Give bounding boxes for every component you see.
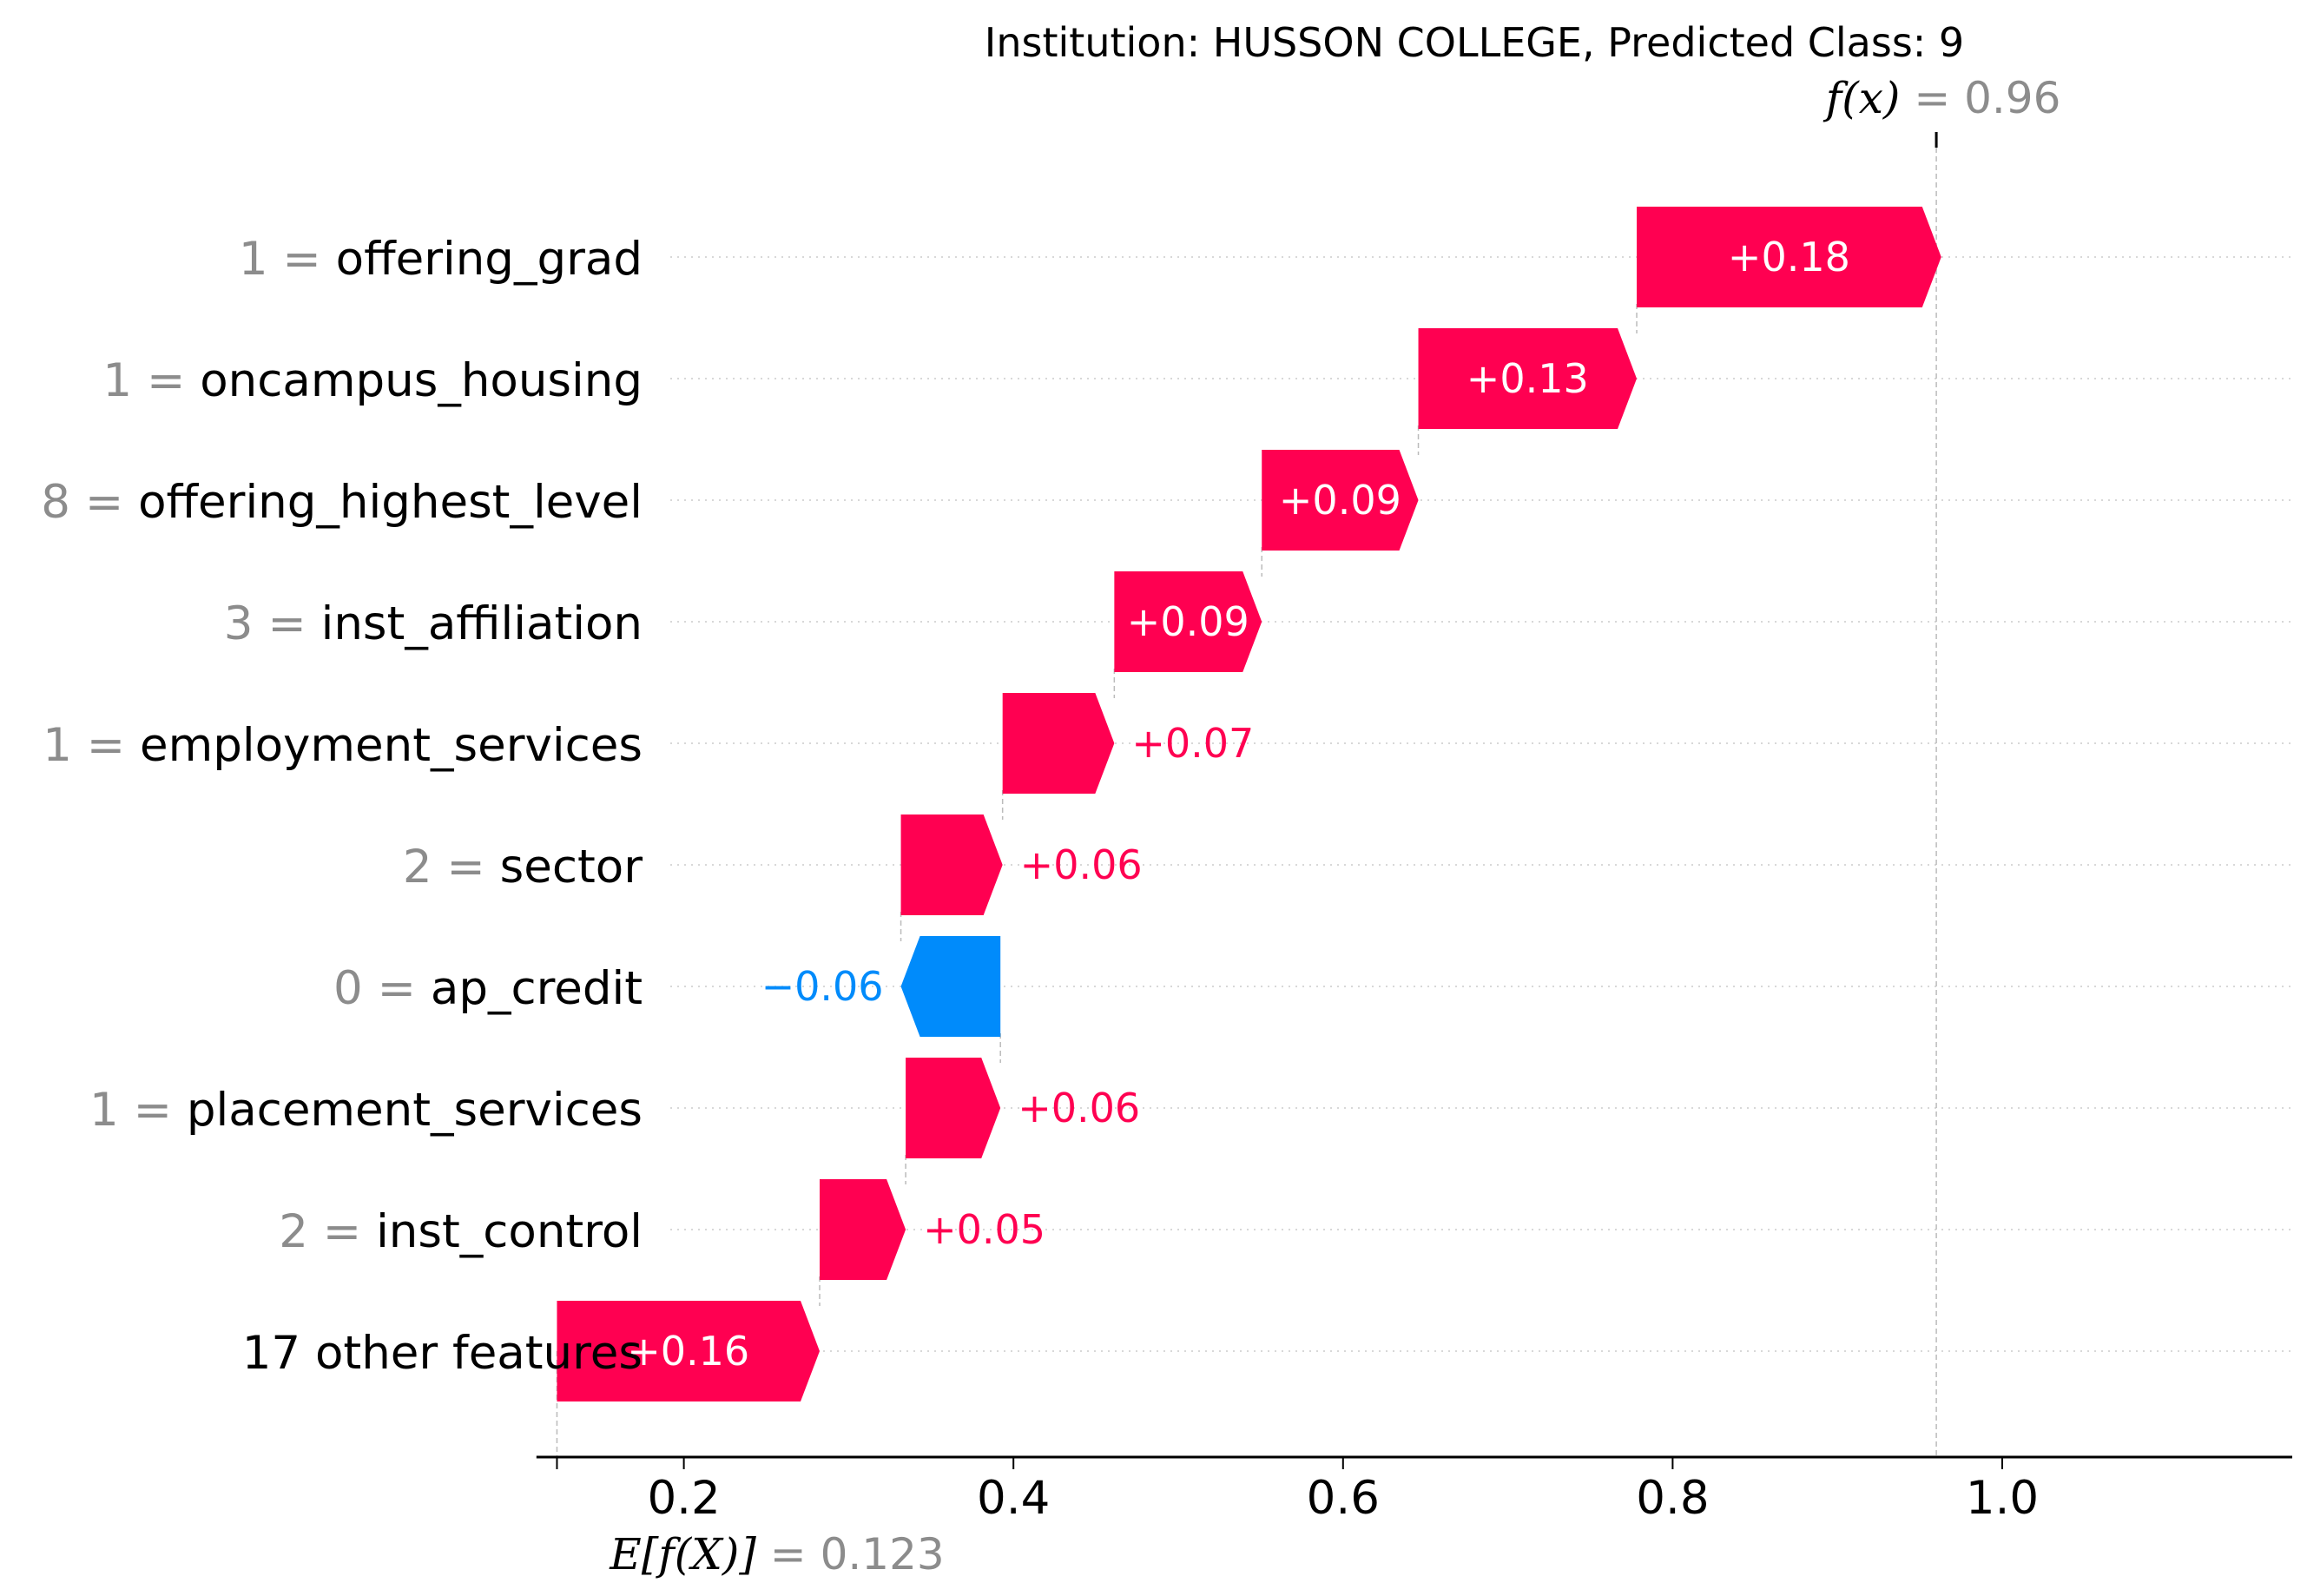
feature-name: 17 other features (242, 1327, 643, 1380)
x-tick-label: 0.6 (1307, 1472, 1380, 1525)
feature-label: 1 = employment_services (43, 719, 643, 772)
base-math: E[f(X)] (609, 1529, 756, 1580)
x-tick-label: 0.8 (1636, 1472, 1709, 1525)
base-value-annotation: E[f(X)] = 0.123 (609, 1529, 944, 1580)
feature-value: 2 = (403, 841, 500, 894)
connector-lines (556, 132, 1938, 1457)
feature-label: 1 = oncampus_housing (102, 354, 643, 407)
bar-value-label: +0.16 (627, 1328, 749, 1375)
feature-label: 1 = offering_grad (239, 233, 643, 286)
contribution-bar (900, 814, 1003, 915)
feature-value: 1 = (102, 354, 200, 407)
x-tick-label: 0.2 (647, 1472, 720, 1525)
base-value-text: = 0.123 (756, 1529, 945, 1580)
contribution-bar (906, 1058, 1001, 1158)
bar-value-label: +0.05 (923, 1206, 1045, 1253)
feature-value: 1 = (89, 1084, 187, 1137)
contribution-bar (1002, 693, 1115, 794)
feature-name: ap_credit (431, 962, 643, 1015)
contribution-bar (819, 1179, 906, 1280)
contribution-bars (557, 207, 1941, 1401)
feature-name: offering_highest_level (138, 476, 643, 529)
feature-name: employment_services (140, 719, 643, 772)
output-value-annotation: f(x) = 0.96 (1823, 73, 2061, 123)
feature-value: 1 = (239, 233, 336, 286)
bar-value-label: +0.06 (1018, 1085, 1140, 1131)
feature-name: sector (500, 841, 643, 894)
x-axis: 0.2 0.4 0.6 0.8 1.0 (536, 1455, 2292, 1525)
output-value-text: = 0.96 (1900, 73, 2060, 123)
feature-label: 0 = ap_credit (333, 962, 643, 1015)
bar-value-label: +0.06 (1020, 841, 1143, 888)
x-tick-label: 1.0 (1966, 1472, 2039, 1525)
bar-value-label: +0.09 (1127, 598, 1249, 645)
output-math: f(x) (1823, 73, 1901, 123)
feature-label: 2 = sector (403, 841, 643, 894)
feature-name: offering_grad (336, 233, 643, 286)
feature-label: 8 = offering_highest_level (41, 476, 643, 529)
contribution-bar (1418, 328, 1638, 429)
bar-value-label: +0.09 (1279, 477, 1401, 524)
feature-label: 17 other features (242, 1327, 643, 1380)
feature-labels: +0.18 1 = offering_grad +0.13 1 = oncampus_… (41, 233, 1850, 1380)
feature-label: 2 = inst_control (279, 1205, 643, 1258)
chart-title: Institution: HUSSON COLLEGE, Predicted C… (985, 19, 1964, 66)
contribution-bar (1262, 450, 1419, 551)
contribution-bar (557, 1301, 820, 1401)
feature-value: 8 = (41, 476, 138, 529)
x-tick-label: 0.4 (977, 1472, 1050, 1525)
feature-name: inst_affiliation (321, 597, 643, 650)
feature-value: 3 = (224, 597, 321, 650)
output-value-label: f(x) = 0.96 (1823, 73, 2061, 123)
feature-name: placement_services (187, 1084, 643, 1137)
bar-value-label: +0.18 (1728, 234, 1850, 280)
contribution-bar (1637, 207, 1941, 307)
contribution-bar (900, 936, 1001, 1037)
feature-name: oncampus_housing (200, 354, 643, 407)
feature-name: inst_control (376, 1205, 643, 1258)
feature-value: 2 = (279, 1205, 376, 1258)
feature-label: 1 = placement_services (89, 1084, 643, 1137)
feature-value: 1 = (43, 719, 140, 772)
bar-value-label: +0.13 (1467, 355, 1589, 402)
contribution-bar (1114, 571, 1262, 672)
feature-label: 3 = inst_affiliation (224, 597, 643, 650)
bar-value-label: −0.06 (761, 963, 884, 1010)
bar-value-label: +0.07 (1131, 720, 1254, 767)
base-value-label: E[f(X)] = 0.123 (609, 1529, 944, 1580)
feature-value: 0 = (333, 962, 431, 1015)
